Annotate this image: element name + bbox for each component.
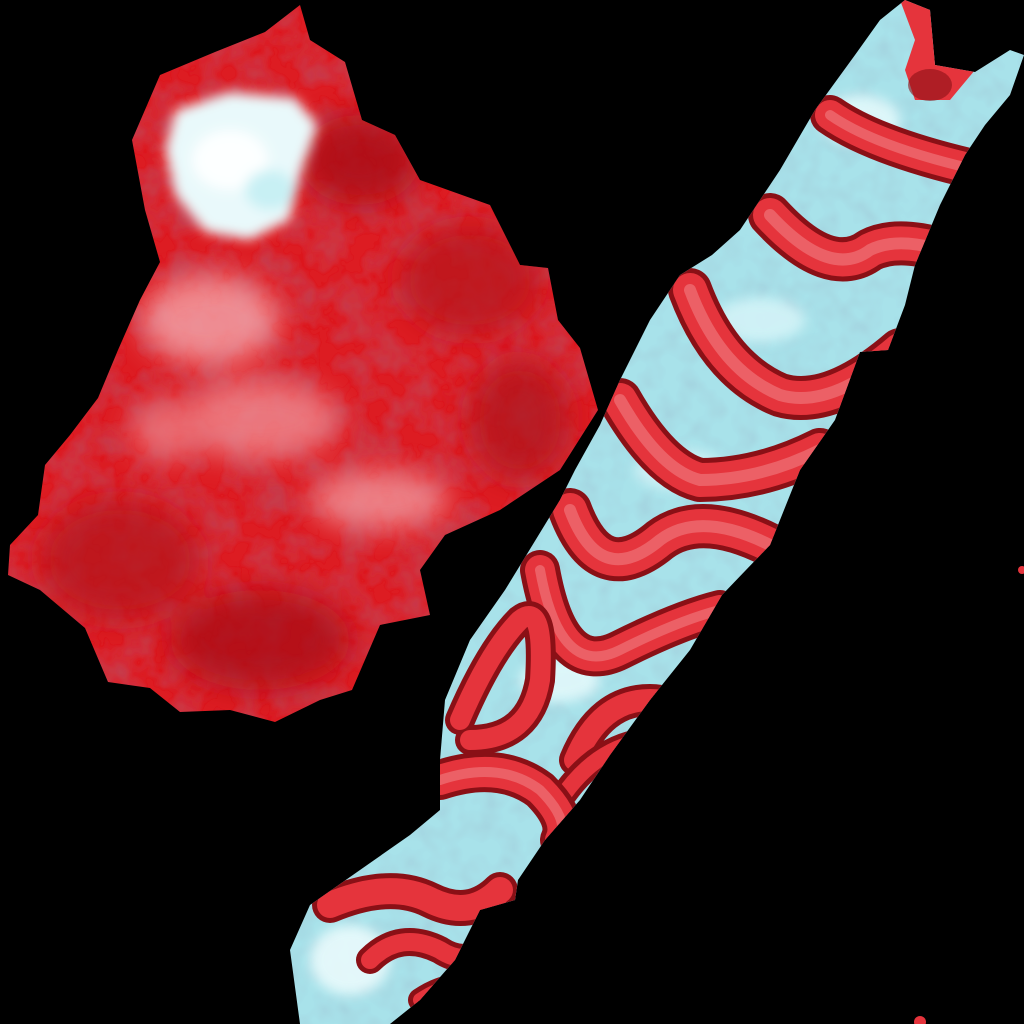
- red-speck: [914, 1016, 926, 1024]
- red-speck: [1018, 566, 1024, 574]
